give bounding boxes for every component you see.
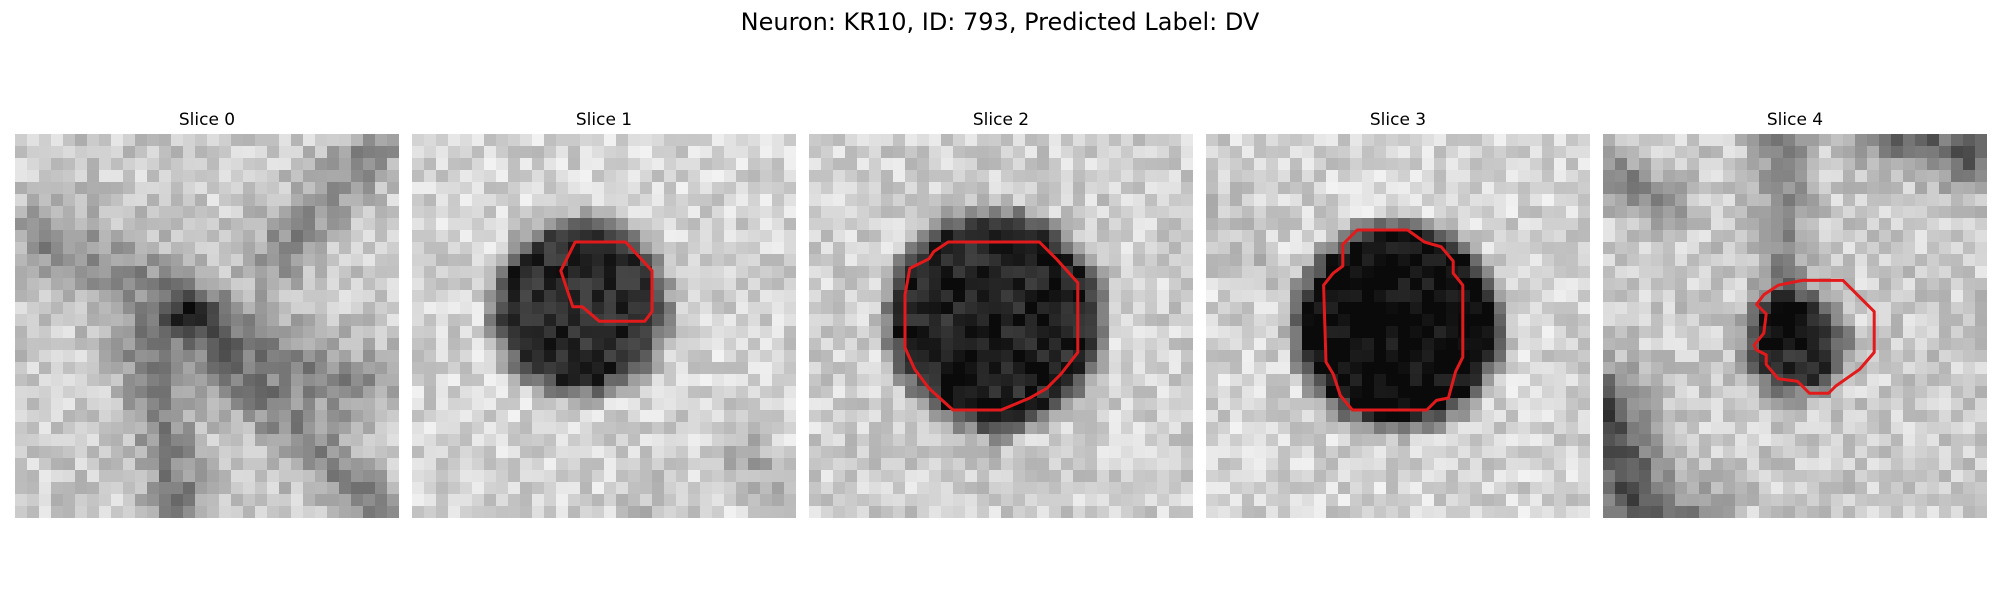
pixel-grid	[412, 134, 796, 518]
slice-panel-2: Slice 2	[809, 108, 1193, 518]
figure-title: Neuron: KR10, ID: 793, Predicted Label: …	[740, 8, 1260, 36]
slice-image	[412, 134, 796, 518]
segmentation-contour	[903, 240, 1080, 412]
slice-title: Slice 1	[575, 110, 633, 130]
segmentation-contour	[1322, 228, 1465, 412]
slice-image	[15, 134, 399, 518]
pixel-grid	[1603, 134, 1987, 518]
slice-title: Slice 2	[972, 110, 1030, 130]
slice-image	[809, 134, 1193, 518]
pixel-grid	[809, 134, 1193, 518]
slice-panel-4: Slice 4	[1603, 108, 1987, 518]
pixel-grid	[1206, 134, 1590, 518]
pixel-grid	[15, 134, 399, 518]
slice-image	[1206, 134, 1590, 518]
slice-panel-3: Slice 3	[1206, 108, 1590, 518]
segmentation-contour	[559, 240, 654, 323]
slice-image	[1603, 134, 1987, 518]
segmentation-contour	[1752, 278, 1876, 395]
slice-title: Slice 0	[178, 110, 236, 130]
slice-title: Slice 4	[1766, 110, 1824, 130]
slice-title: Slice 3	[1369, 110, 1427, 130]
slice-panel-1: Slice 1	[412, 108, 796, 518]
slice-panel-0: Slice 0	[15, 108, 399, 518]
